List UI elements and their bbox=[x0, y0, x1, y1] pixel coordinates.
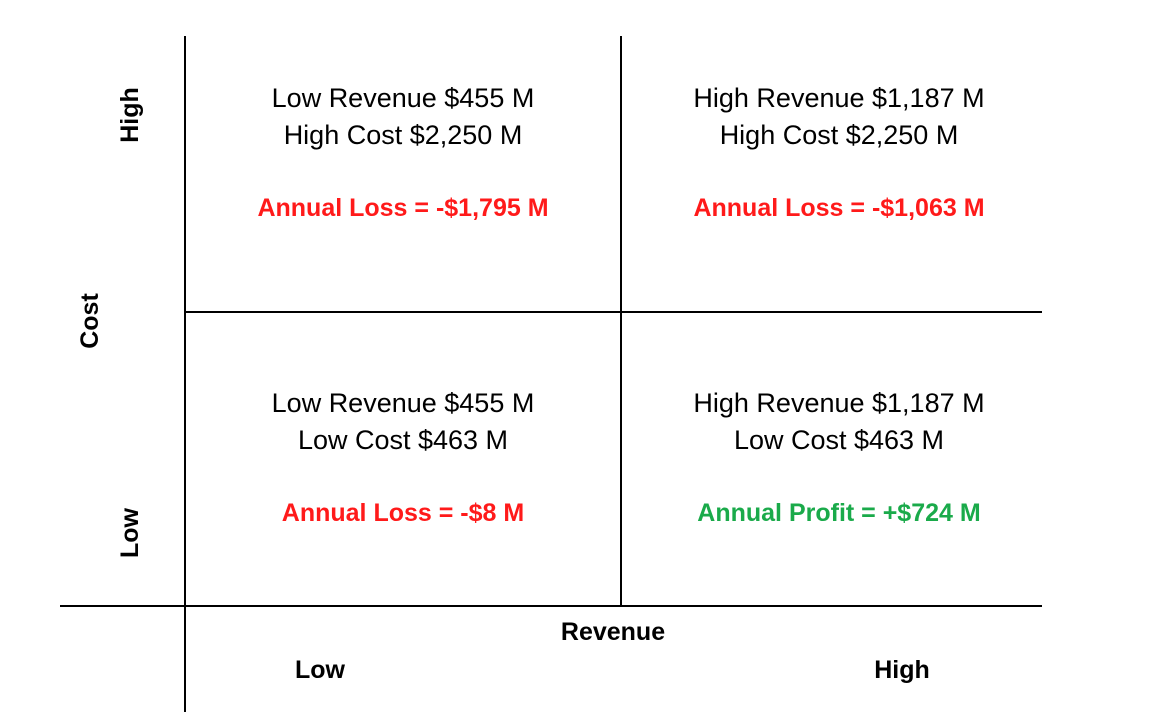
x-axis-title: Revenue bbox=[560, 618, 666, 646]
quadrant-cost-label: High Cost $2,250 M bbox=[283, 120, 523, 150]
quadrant-revenue-label: High Revenue $1,187 M bbox=[693, 388, 985, 418]
quadrant-revenue-label: Low Revenue $455 M bbox=[271, 83, 535, 113]
quadrant-result-label: Annual Loss = -$1,795 M bbox=[257, 194, 549, 222]
y-axis-low-label: Low bbox=[116, 508, 144, 558]
quadrant-bottom-right: High Revenue $1,187 M Low Cost $463 M An… bbox=[621, 385, 1057, 528]
quadrant-result-label: Annual Profit = +$724 M bbox=[697, 499, 981, 527]
vertical-divider bbox=[620, 36, 622, 606]
quadrant-top-left: Low Revenue $455 M High Cost $2,250 M An… bbox=[185, 80, 621, 223]
quadrant-revenue-label: High Revenue $1,187 M bbox=[693, 83, 985, 113]
quadrant-bottom-left: Low Revenue $455 M Low Cost $463 M Annua… bbox=[185, 385, 621, 528]
quadrant-cost-label: High Cost $2,250 M bbox=[719, 120, 959, 150]
quadrant-revenue-label: Low Revenue $455 M bbox=[271, 388, 535, 418]
quadrant-result-label: Annual Loss = -$1,063 M bbox=[693, 194, 985, 222]
quadrant-cost-label: Low Cost $463 M bbox=[733, 425, 945, 455]
horizontal-divider bbox=[184, 311, 1042, 313]
quadrant-cost-label: Low Cost $463 M bbox=[297, 425, 509, 455]
y-axis-line bbox=[184, 36, 186, 712]
y-axis-high-label: High bbox=[116, 87, 144, 143]
x-axis-high-label: High bbox=[874, 656, 930, 684]
x-axis-line bbox=[60, 605, 1042, 607]
y-axis-title: Cost bbox=[76, 293, 104, 349]
quadrant-result-label: Annual Loss = -$8 M bbox=[281, 499, 525, 527]
quadrant-top-right: High Revenue $1,187 M High Cost $2,250 M… bbox=[621, 80, 1057, 223]
x-axis-low-label: Low bbox=[295, 656, 345, 684]
